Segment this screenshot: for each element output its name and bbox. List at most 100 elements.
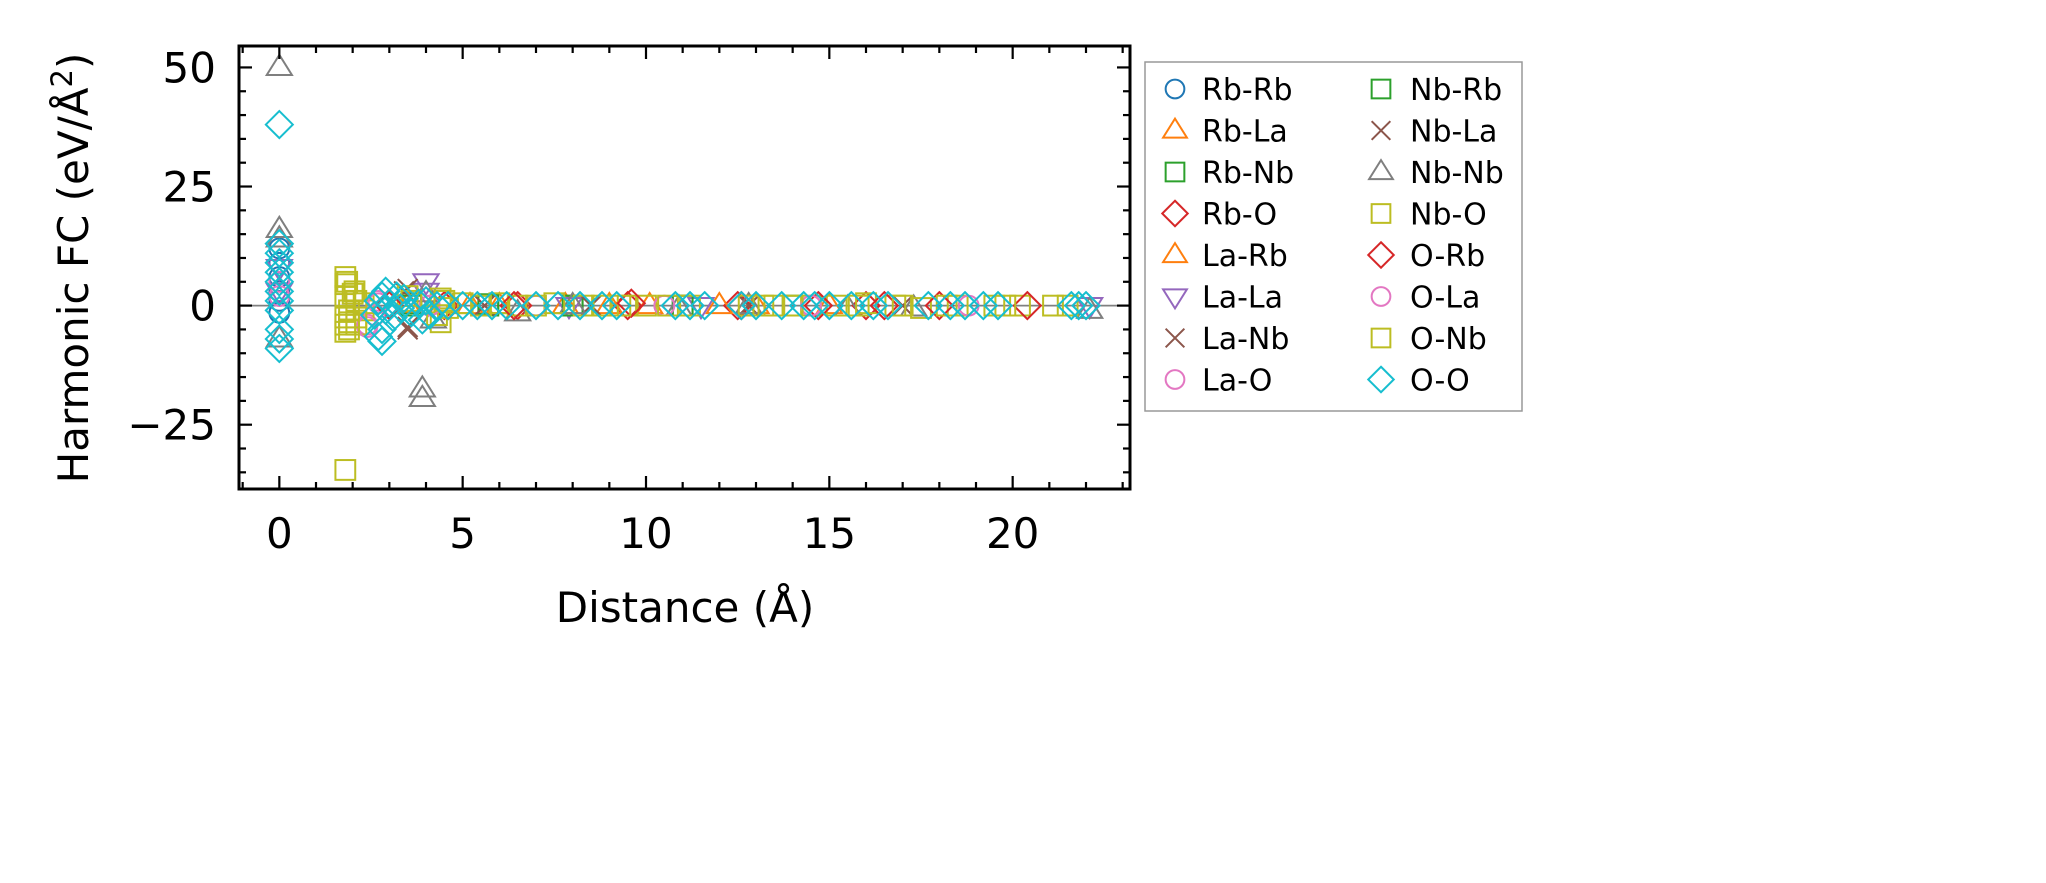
data-point	[363, 304, 386, 327]
data-point	[968, 290, 999, 321]
data-point	[385, 293, 416, 323]
data-point	[268, 270, 291, 293]
data-point	[689, 290, 720, 321]
data-point	[766, 290, 797, 321]
legend-label: Nb-O	[1410, 198, 1487, 233]
data-point	[521, 290, 551, 321]
legend-entry: Rb-Nb	[1164, 156, 1294, 191]
data-point	[983, 290, 1013, 321]
data-point	[873, 290, 903, 321]
legend-entry: O-O	[1366, 364, 1470, 399]
legend-marker	[1164, 369, 1186, 390]
data-point	[601, 290, 632, 321]
data-point	[264, 276, 295, 307]
data-point	[946, 294, 969, 317]
data-point	[264, 295, 295, 326]
data-point	[1042, 294, 1064, 317]
legend-label: O-O	[1410, 364, 1470, 399]
legend-entry: Nb-Nb	[1367, 156, 1504, 191]
data-point	[370, 276, 401, 307]
legend-entry: Rb-La	[1161, 115, 1288, 150]
data-point	[799, 290, 830, 321]
data-point	[264, 314, 295, 345]
ticks	[239, 46, 1130, 489]
data-point	[407, 374, 437, 398]
legend-marker	[1161, 241, 1189, 264]
legend-label: O-Rb	[1410, 239, 1485, 274]
data-point	[737, 294, 760, 317]
legend-entry: Nb-Rb	[1370, 73, 1502, 108]
legend-marker	[1370, 120, 1392, 141]
data-point	[675, 290, 705, 321]
legend-marker	[1161, 288, 1189, 311]
plot-area	[239, 52, 1130, 481]
x-tick-label: 10	[619, 509, 672, 558]
legend-marker	[1366, 240, 1396, 270]
data-point	[411, 285, 441, 316]
data-point	[1012, 290, 1043, 321]
data-point	[264, 214, 294, 238]
legend-entry: La-Rb	[1161, 239, 1288, 274]
legend-entry: La-O	[1164, 364, 1272, 399]
data-point	[1056, 290, 1087, 321]
data-point	[264, 333, 295, 364]
data-point	[543, 292, 566, 315]
axes: 0 5 10 15 20 −25 0 25 50	[127, 43, 1132, 558]
data-point	[935, 290, 966, 321]
data-point	[1063, 290, 1094, 321]
data-point	[264, 109, 295, 140]
y-axis-label: Harmonic FC (eV/Å2)	[45, 53, 98, 484]
legend-marker	[1370, 78, 1392, 100]
data-point	[477, 290, 507, 321]
data-point	[264, 247, 295, 278]
x-tick-label: 20	[986, 509, 1039, 558]
legend-entry: O-Nb	[1370, 322, 1487, 357]
data-point	[858, 290, 889, 321]
data-point	[462, 290, 493, 321]
data-point	[704, 291, 734, 315]
data-point	[378, 302, 408, 333]
legend-marker	[1370, 203, 1392, 224]
data-point	[899, 293, 929, 317]
legend-label: La-Rb	[1202, 239, 1288, 274]
data-point	[264, 238, 295, 269]
legend-marker	[1164, 161, 1186, 183]
data-point	[726, 290, 757, 321]
y-tick-label: −25	[127, 401, 216, 450]
legend-marker	[1367, 158, 1395, 181]
data-point	[803, 290, 834, 321]
legend-entry: Nb-O	[1370, 198, 1487, 233]
data-point	[788, 290, 819, 321]
x-tick-label: 15	[803, 509, 856, 558]
data-point	[660, 290, 691, 321]
series-Nb-Nb	[264, 52, 1105, 408]
legend-marker	[1370, 286, 1392, 307]
data-point	[433, 290, 463, 321]
data-point	[264, 285, 295, 316]
data-point	[264, 257, 295, 288]
data-point	[1071, 290, 1101, 321]
legend-entry: O-La	[1370, 281, 1480, 316]
data-point	[814, 290, 845, 321]
y-axis-label-superscript: 2	[45, 69, 79, 87]
legend-label: Nb-Rb	[1410, 73, 1502, 108]
data-point	[543, 290, 573, 321]
data-point	[374, 288, 405, 319]
legend-label: La-Nb	[1202, 322, 1289, 357]
data-point	[422, 290, 452, 321]
data-point	[367, 326, 397, 357]
data-point	[389, 283, 419, 314]
legend-marker	[1366, 365, 1396, 394]
series-O-Nb	[336, 270, 1079, 341]
data-point	[565, 290, 595, 321]
legend-entry: La-La	[1161, 281, 1283, 316]
legend-label: Rb-Nb	[1202, 156, 1294, 191]
legend-label: La-O	[1202, 364, 1272, 399]
data-point	[679, 294, 701, 317]
legend-entry: Nb-La	[1370, 115, 1497, 150]
legend-label: O-La	[1410, 281, 1480, 316]
data-point	[635, 294, 657, 317]
y-tick-label: 0	[189, 282, 216, 331]
x-axis-label: Distance (Å)	[556, 582, 815, 632]
